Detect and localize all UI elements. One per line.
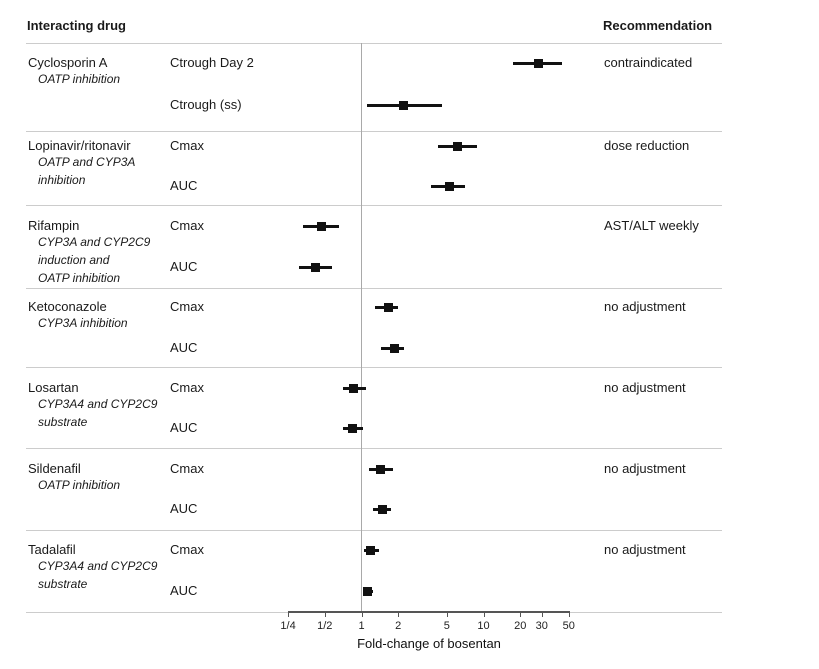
drug-name: Losartan [28,380,79,395]
x-axis-tick [446,611,448,617]
drug-mechanism-line: OATP and CYP3A [38,155,136,169]
drug-mechanism-line: OATP inhibition [38,72,121,86]
recommendation-label: contraindicated [604,55,693,70]
measure-label: Ctrough Day 2 [170,55,254,70]
row-separator-line [26,367,722,368]
row-separator-line [26,448,722,449]
drug-name: Rifampin [28,218,80,233]
measure-label: Cmax [170,299,204,314]
measure-label: AUC [170,420,198,435]
point-estimate-marker [366,545,376,555]
drug-mechanism-line: substrate [38,415,88,429]
header-separator-line [26,43,722,44]
x-axis-tick-label: 10 [477,620,490,632]
x-axis-tick-label: 1/4 [280,620,296,632]
x-axis-tick-label: 2 [395,620,402,632]
point-estimate-marker [398,100,408,110]
drug-name: Tadalafil [28,542,76,557]
measure-label: AUC [170,259,198,274]
point-estimate-marker [383,302,393,312]
x-axis-tick [520,611,522,617]
recommendation-label: no adjustment [604,542,686,557]
point-estimate-marker [389,343,399,353]
drug-mechanism-line: induction and [38,253,110,267]
drug-name: Sildenafil [28,461,81,476]
row-separator-line [26,530,722,531]
measure-label: Cmax [170,138,204,153]
drug-mechanism-line: inhibition [38,173,86,187]
drug-name: Lopinavir/ritonavir [28,138,131,153]
row-separator-line [26,288,722,289]
point-estimate-marker [349,383,358,393]
recommendation-label: no adjustment [604,380,686,395]
row-separator-line [26,205,722,206]
x-axis-tick [324,611,326,617]
point-estimate-marker [445,181,455,191]
drug-mechanism-line: CYP3A and CYP2C9 [38,235,151,249]
x-axis-tick-label: 30 [535,620,548,632]
measure-label: Cmax [170,218,204,233]
measure-label: AUC [170,501,198,516]
x-axis-tick-label: 20 [514,620,527,632]
measure-label: Cmax [170,542,204,557]
measure-label: Cmax [170,380,204,395]
point-estimate-marker [363,586,372,596]
drug-mechanism-line: substrate [38,577,88,591]
recommendation-label: no adjustment [604,461,686,476]
x-axis-tick [398,611,400,617]
x-axis-tick [541,611,543,617]
drug-mechanism-line: CYP3A inhibition [38,316,128,330]
measure-label: AUC [170,178,198,193]
x-axis-tick-label: 50 [562,620,575,632]
drug-mechanism-line: CYP3A4 and CYP2C9 [38,559,158,573]
row-separator-line [26,131,722,132]
drug-name: Cyclosporin A [28,55,108,70]
measure-label: Ctrough (ss) [170,97,242,112]
column-header-interacting-drug: Interacting drug [27,18,126,33]
point-estimate-marker [375,464,385,474]
recommendation-label: dose reduction [604,138,690,153]
x-axis-tick [361,611,363,617]
drug-mechanism-line: OATP inhibition [38,271,121,285]
measure-label: AUC [170,340,198,355]
point-estimate-marker [316,221,326,231]
point-estimate-marker [533,58,543,68]
x-axis-tick-label: 1 [358,620,365,632]
x-axis-line [288,611,570,613]
x-axis-tick-label: 5 [443,620,450,632]
point-estimate-marker [378,504,388,514]
recommendation-label: AST/ALT weekly [604,218,699,233]
x-axis-tick-label: 1/2 [317,620,333,632]
point-estimate-marker [347,423,357,433]
x-axis-tick [568,611,570,617]
drug-mechanism-line: OATP inhibition [38,478,121,492]
point-estimate-marker [311,262,321,272]
reference-line-fold-1 [361,43,362,612]
drug-mechanism-line: CYP3A4 and CYP2C9 [38,397,158,411]
x-axis-tick [288,611,290,617]
x-axis-title: Fold-change of bosentan [357,636,501,651]
measure-label: AUC [170,583,198,598]
point-estimate-marker [452,141,462,151]
drug-name: Ketoconazole [28,299,107,314]
recommendation-label: no adjustment [604,299,686,314]
measure-label: Cmax [170,461,204,476]
column-header-recommendation: Recommendation [603,18,713,33]
x-axis-tick [483,611,485,617]
